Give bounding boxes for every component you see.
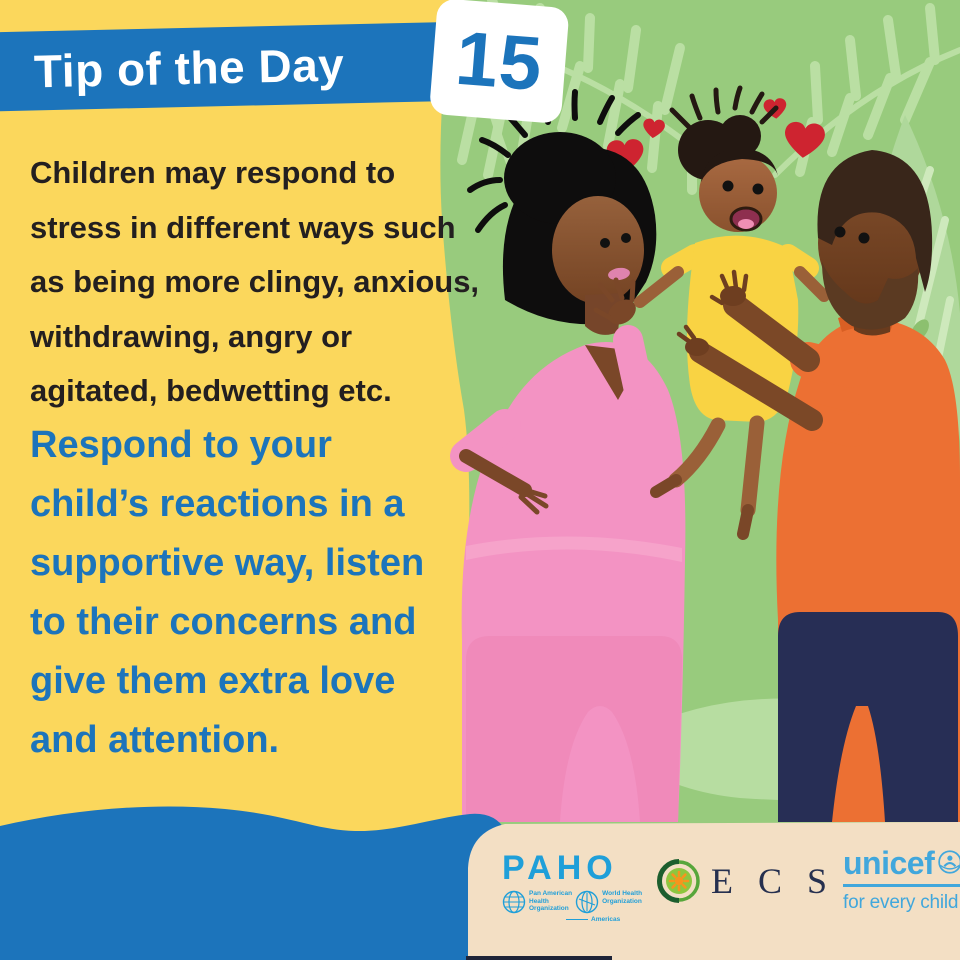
paho-wordmark: PAHO — [502, 849, 618, 887]
unicef-rule — [843, 884, 960, 887]
paho-org1-line: Organization — [529, 905, 569, 912]
paho-org1-line: Pan American — [529, 890, 573, 897]
intro-line: as being more clingy, anxious, — [30, 264, 480, 299]
who-org-line: Organization — [602, 897, 642, 905]
child-figure — [634, 85, 830, 540]
advice-line: child’s reactions in a — [30, 483, 405, 525]
bottom-accent-line — [466, 956, 612, 960]
advice-line: supportive way, listen — [30, 542, 425, 584]
intro-line: Children may respond to — [30, 155, 396, 190]
americas-rule — [566, 919, 588, 920]
paho-org1-line: Health — [529, 897, 549, 905]
oecs-letters: E C S — [711, 861, 836, 901]
who-emblem-icon — [575, 890, 599, 914]
oecs-emblem-icon — [657, 859, 700, 903]
paho-region: Americas — [591, 916, 621, 923]
paho-logo: PAHO Pan American Health Organization Wo… — [502, 849, 643, 923]
mother-figure — [450, 89, 686, 822]
blue-wave — [0, 806, 505, 960]
unicef-logo: unicef for every child — [843, 847, 960, 914]
advice-text: Respond to your child’s reactions in a s… — [30, 416, 424, 770]
advice-line: Respond to your — [30, 424, 332, 466]
father-figure — [676, 150, 960, 822]
page-title: Tip of the Day — [33, 37, 345, 97]
paho-emblem-icon — [502, 890, 526, 914]
banner: Tip of the Day — [0, 21, 469, 112]
advice-line: give them extra love — [30, 660, 396, 702]
intro-text: Children may respond to stress in differ… — [30, 146, 479, 419]
oecs-logo: E C S — [656, 858, 835, 904]
yellow-panel — [0, 0, 470, 960]
intro-line: stress in different ways such — [30, 209, 456, 245]
advice-line: to their concerns and — [30, 601, 417, 643]
intro-line: agitated, bedwetting etc. — [30, 373, 392, 408]
unicef-tagline: for every child — [843, 891, 959, 913]
tip-number: 15 — [452, 15, 546, 107]
footer-bar — [468, 822, 960, 960]
tip-number-card: 15 — [428, 0, 570, 124]
advice-line: and attention. — [30, 719, 280, 761]
unicef-wordmark: unicef — [843, 845, 935, 881]
intro-line: withdrawing, angry or — [30, 318, 353, 354]
who-org-line: World Health — [602, 890, 643, 897]
unicef-emblem-icon — [938, 850, 960, 874]
